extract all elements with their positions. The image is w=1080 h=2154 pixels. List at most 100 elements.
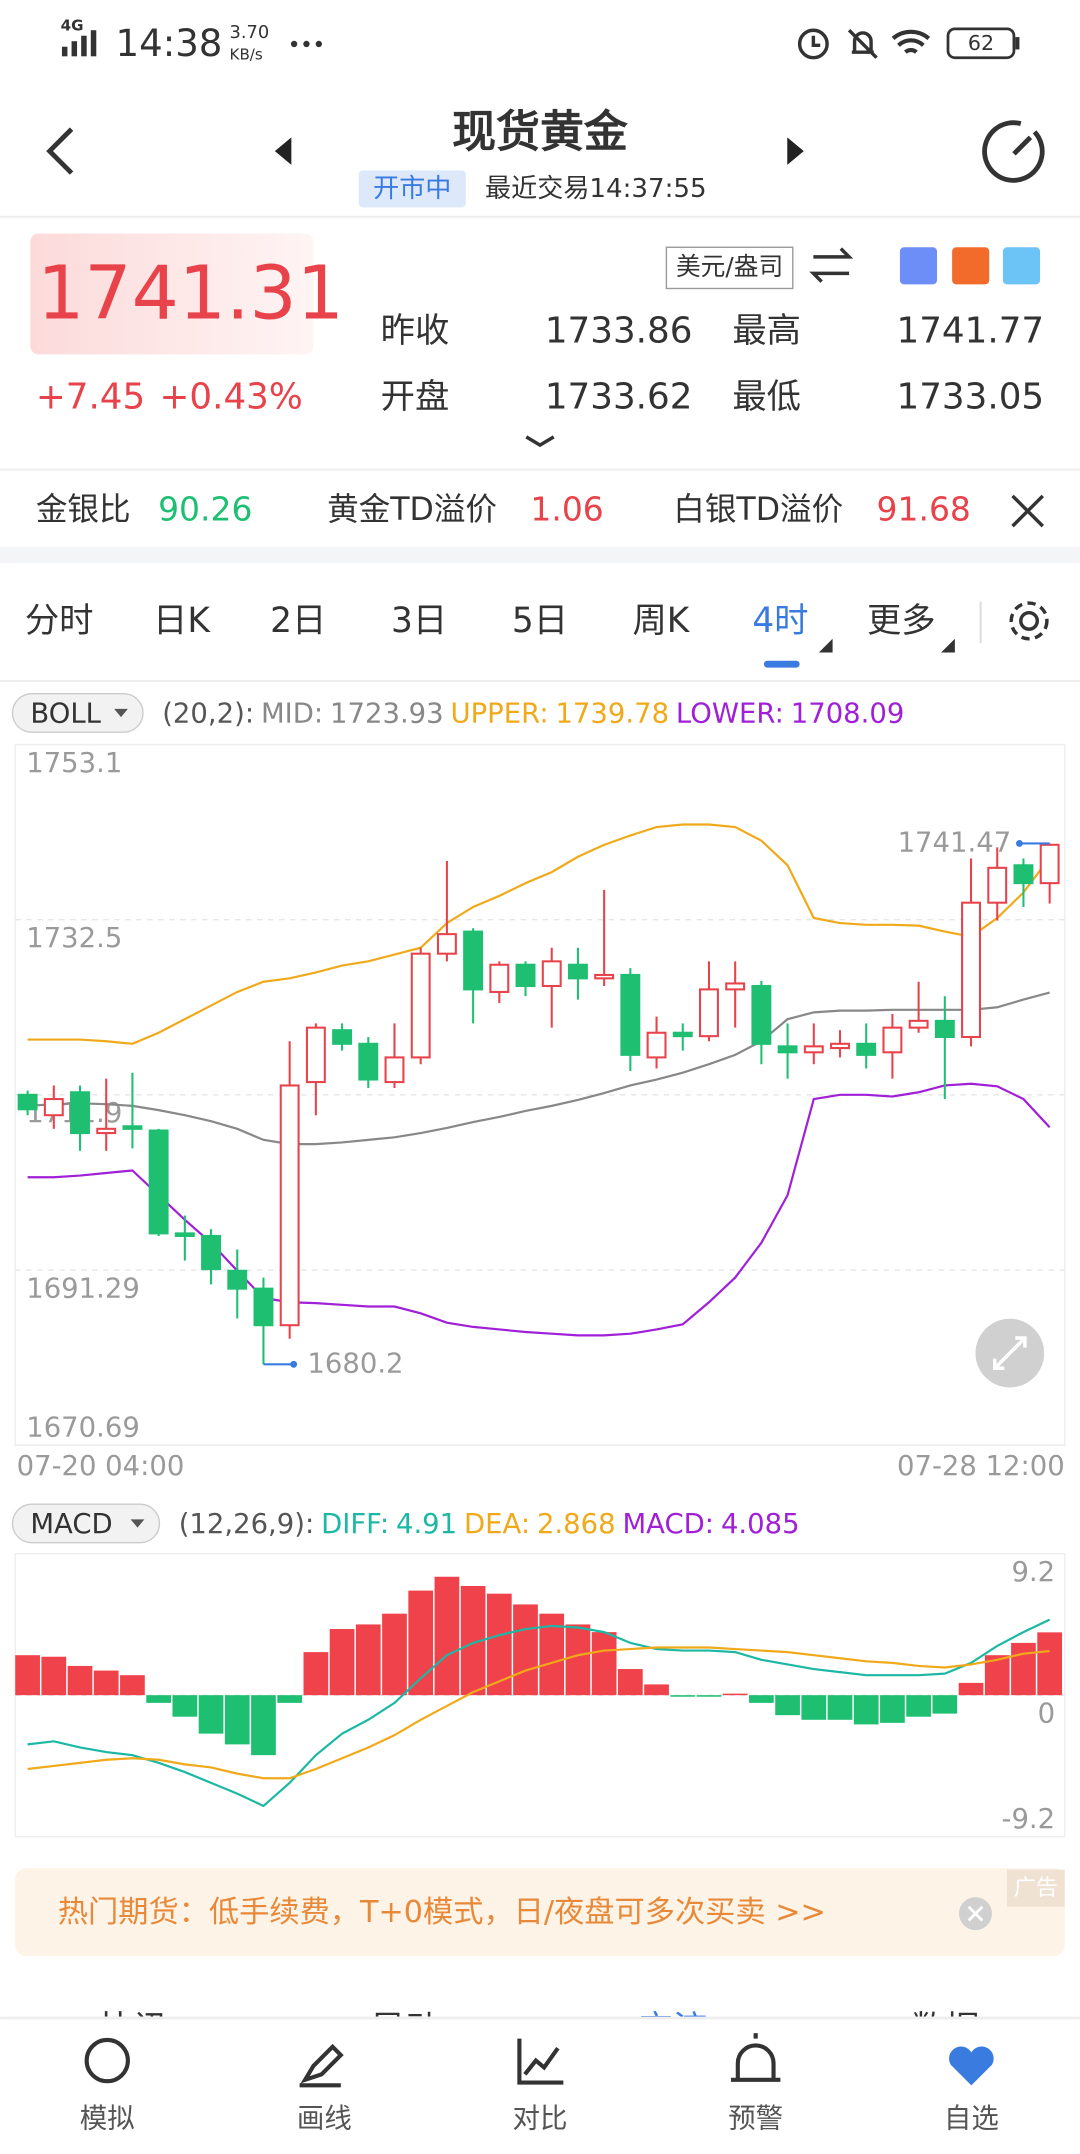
field-label: 最低 (732, 377, 801, 417)
change: +7.45 (36, 376, 145, 417)
macd-bar (198, 1695, 224, 1734)
macd-chart: 9.2 0 -9.2 (15, 1552, 1065, 1838)
refresh-button[interactable] (982, 120, 1045, 183)
legend-params: (20,2): (162, 698, 254, 729)
macd-bar (696, 1695, 722, 1697)
fullscreen-icon (992, 1336, 1027, 1370)
tool-icon[interactable] (952, 247, 990, 285)
y-tick-label: -9.2 (1002, 1804, 1056, 1835)
indicator-pill[interactable] (11, 1503, 161, 1544)
battery (946, 27, 1016, 60)
next-button[interactable] (787, 137, 804, 165)
legend-params: (12,26,9): (179, 1509, 315, 1540)
tab[interactable]: 日K (153, 601, 211, 641)
macd-bar (355, 1624, 381, 1696)
indicator-pill[interactable] (11, 693, 144, 733)
macd-bar (958, 1682, 984, 1696)
net-speed: 3.70 (230, 22, 270, 43)
unit: 美元/盎司 (676, 252, 783, 281)
ratio-value: 90.26 (158, 490, 252, 529)
candle-body (122, 1125, 143, 1130)
macd-bar (1011, 1642, 1036, 1696)
legend-value: 4.91 (396, 1509, 457, 1540)
close-button[interactable] (1011, 494, 1044, 528)
candle-body (358, 1042, 379, 1081)
tool-icon[interactable] (899, 247, 938, 285)
field-label: 最高 (732, 311, 801, 351)
tab[interactable]: 5日 (512, 601, 568, 641)
low-marker-dot (290, 1360, 298, 1368)
macd-bar (617, 1669, 643, 1696)
candle-body (699, 988, 719, 1038)
expand-arrow[interactable] (525, 435, 555, 448)
macd-bar (591, 1632, 617, 1696)
tab[interactable]: 2日 (270, 601, 326, 641)
candle-body (594, 973, 615, 980)
candle-body (987, 866, 1008, 904)
more-dots (290, 40, 322, 48)
ad-close-icon (967, 1905, 984, 1922)
alarm-icon (797, 28, 829, 60)
macd-bar (565, 1624, 591, 1696)
macd-bar (224, 1695, 250, 1745)
settings-button[interactable] (1009, 601, 1049, 641)
tab[interactable]: 更多 (867, 601, 936, 641)
tab[interactable]: 3日 (391, 601, 447, 641)
tab[interactable]: 4时 (752, 601, 808, 641)
legend-value: 2.868 (537, 1509, 616, 1540)
tab[interactable]: 周K (632, 601, 690, 641)
nav-label[interactable]: 预警 (728, 2104, 783, 2135)
macd-bar (853, 1695, 879, 1725)
candle-body (174, 1232, 195, 1237)
candle-body (436, 933, 457, 955)
high-marker-dot (1015, 839, 1023, 847)
tab[interactable]: 分时 (25, 601, 94, 641)
legend-name: MID: (261, 698, 323, 729)
change-pct: +0.43% (159, 376, 302, 417)
indicator-line (27, 991, 1050, 1146)
unit-box[interactable] (665, 246, 794, 290)
macd-bar (670, 1695, 696, 1697)
candle-body (384, 1056, 405, 1084)
divider (979, 601, 982, 643)
macd-bar (906, 1695, 931, 1717)
ratio-label: 白银TD溢价 (673, 492, 843, 528)
candle-body (332, 1029, 353, 1045)
back-button[interactable] (46, 127, 74, 175)
status-badge (358, 170, 466, 208)
nav-label[interactable]: 模拟 (80, 2104, 135, 2135)
macd-bar (93, 1670, 119, 1696)
y-tick-label: 9.2 (1011, 1557, 1055, 1588)
candle-body (1039, 843, 1060, 885)
pill-arrow (130, 1519, 145, 1528)
candle-body (43, 1098, 64, 1117)
nav-label[interactable]: 自选 (944, 2104, 999, 2135)
candle-body (751, 984, 772, 1045)
nav-icon (299, 2043, 344, 2088)
field-label: 昨收 (381, 311, 450, 351)
indicator-line (27, 1646, 1050, 1780)
dropdown-mark (818, 638, 833, 653)
candle-body (305, 1026, 326, 1084)
candle-body (882, 1026, 903, 1054)
nav-label[interactable]: 对比 (513, 2104, 568, 2135)
candle-body (96, 1127, 117, 1135)
macd-bar (932, 1695, 958, 1714)
indicator-line (27, 1082, 1051, 1337)
nav-label[interactable]: 画线 (297, 2104, 352, 2135)
clock: 14:38 (116, 22, 223, 65)
legend-value: 1723.93 (330, 698, 444, 729)
ad-banner[interactable] (15, 1868, 1065, 1957)
indicator-name: MACD (30, 1509, 112, 1540)
wifi-icon (891, 29, 931, 54)
ratio-value: 1.06 (530, 490, 603, 529)
macd-bar (15, 1655, 40, 1696)
macd-bar (172, 1695, 198, 1717)
tool-icon[interactable] (1002, 247, 1041, 285)
swap-icon[interactable] (809, 247, 854, 283)
macd-bar (251, 1695, 276, 1756)
dropdown-mark (941, 638, 955, 653)
candle-body (646, 1031, 667, 1059)
prev-button[interactable] (274, 137, 292, 165)
